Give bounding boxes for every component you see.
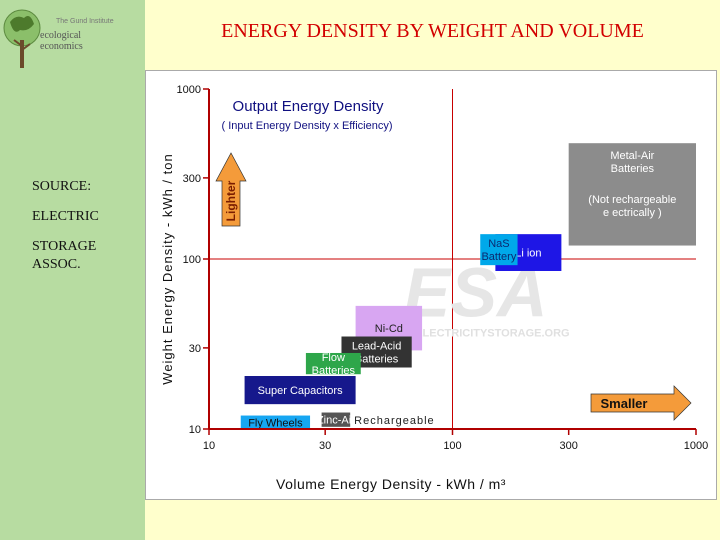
logo-name-line1: ecological [40, 30, 81, 41]
region-note: e ectrically ) [603, 207, 662, 219]
region-label: Batteries [355, 354, 399, 366]
source-note: SOURCE: ELECTRIC STORAGE ASSOC. [32, 172, 99, 274]
logo-name-line2: economics [40, 41, 83, 52]
region-label: Flow [322, 352, 345, 364]
x-axis-title: Volume Energy Density - kWh / m³ [276, 476, 506, 492]
region-label: Super Capacitors [258, 385, 343, 397]
chart-frame: ESA WWW.ELECTRICITYSTORAGE.ORG Metal-Air B… [145, 70, 717, 500]
x-tick-label: 1000 [684, 440, 708, 452]
lighter-label: Lighter [224, 180, 238, 221]
region-label: Batteries [312, 365, 356, 377]
slide-title: ENERGY DENSITY BY WEIGHT AND VOLUME [160, 20, 705, 43]
source-line: ELECTRIC [32, 202, 99, 232]
source-line: ASSOC. [32, 256, 99, 274]
y-tick-label: 1000 [177, 84, 201, 96]
region-label: Lead-Acid [352, 341, 402, 353]
region-label: Zinc-Air [317, 415, 355, 427]
x-tick-label: 300 [559, 440, 577, 452]
y-tick-label: 300 [183, 173, 201, 185]
logo-institute-text: The Gund Institute [56, 18, 114, 25]
chart-heading: Output Energy Density [233, 98, 384, 115]
x-tick-label: 30 [319, 440, 331, 452]
chart-subheading: ( Input Energy Density x Efficiency) [222, 120, 393, 132]
y-tick-label: 30 [189, 343, 201, 355]
region-label: Batteries [611, 163, 655, 175]
y-tick-label: 10 [189, 424, 201, 436]
region-label: Battery [481, 251, 516, 263]
rechargeable-label: Rechargeable [354, 415, 435, 427]
sidebar: The Gund Institute ecological economics … [0, 0, 145, 540]
region-label: NaS [488, 238, 509, 250]
region-label: Metal-Air [610, 150, 654, 162]
y-axis-title: Weight Energy Density - kWh / ton [160, 153, 175, 384]
source-line: STORAGE [32, 238, 99, 256]
source-line: SOURCE: [32, 172, 99, 202]
region-label: Fly Wheels [248, 417, 303, 429]
smaller-label: Smaller [601, 396, 648, 411]
y-tick-label: 100 [183, 254, 201, 266]
region-label: Li ion [515, 248, 541, 260]
x-tick-label: 10 [203, 440, 215, 452]
x-tick-label: 100 [443, 440, 461, 452]
region-label: Ni-Cd [375, 323, 403, 335]
region-note: (Not rechargeable [588, 194, 676, 206]
